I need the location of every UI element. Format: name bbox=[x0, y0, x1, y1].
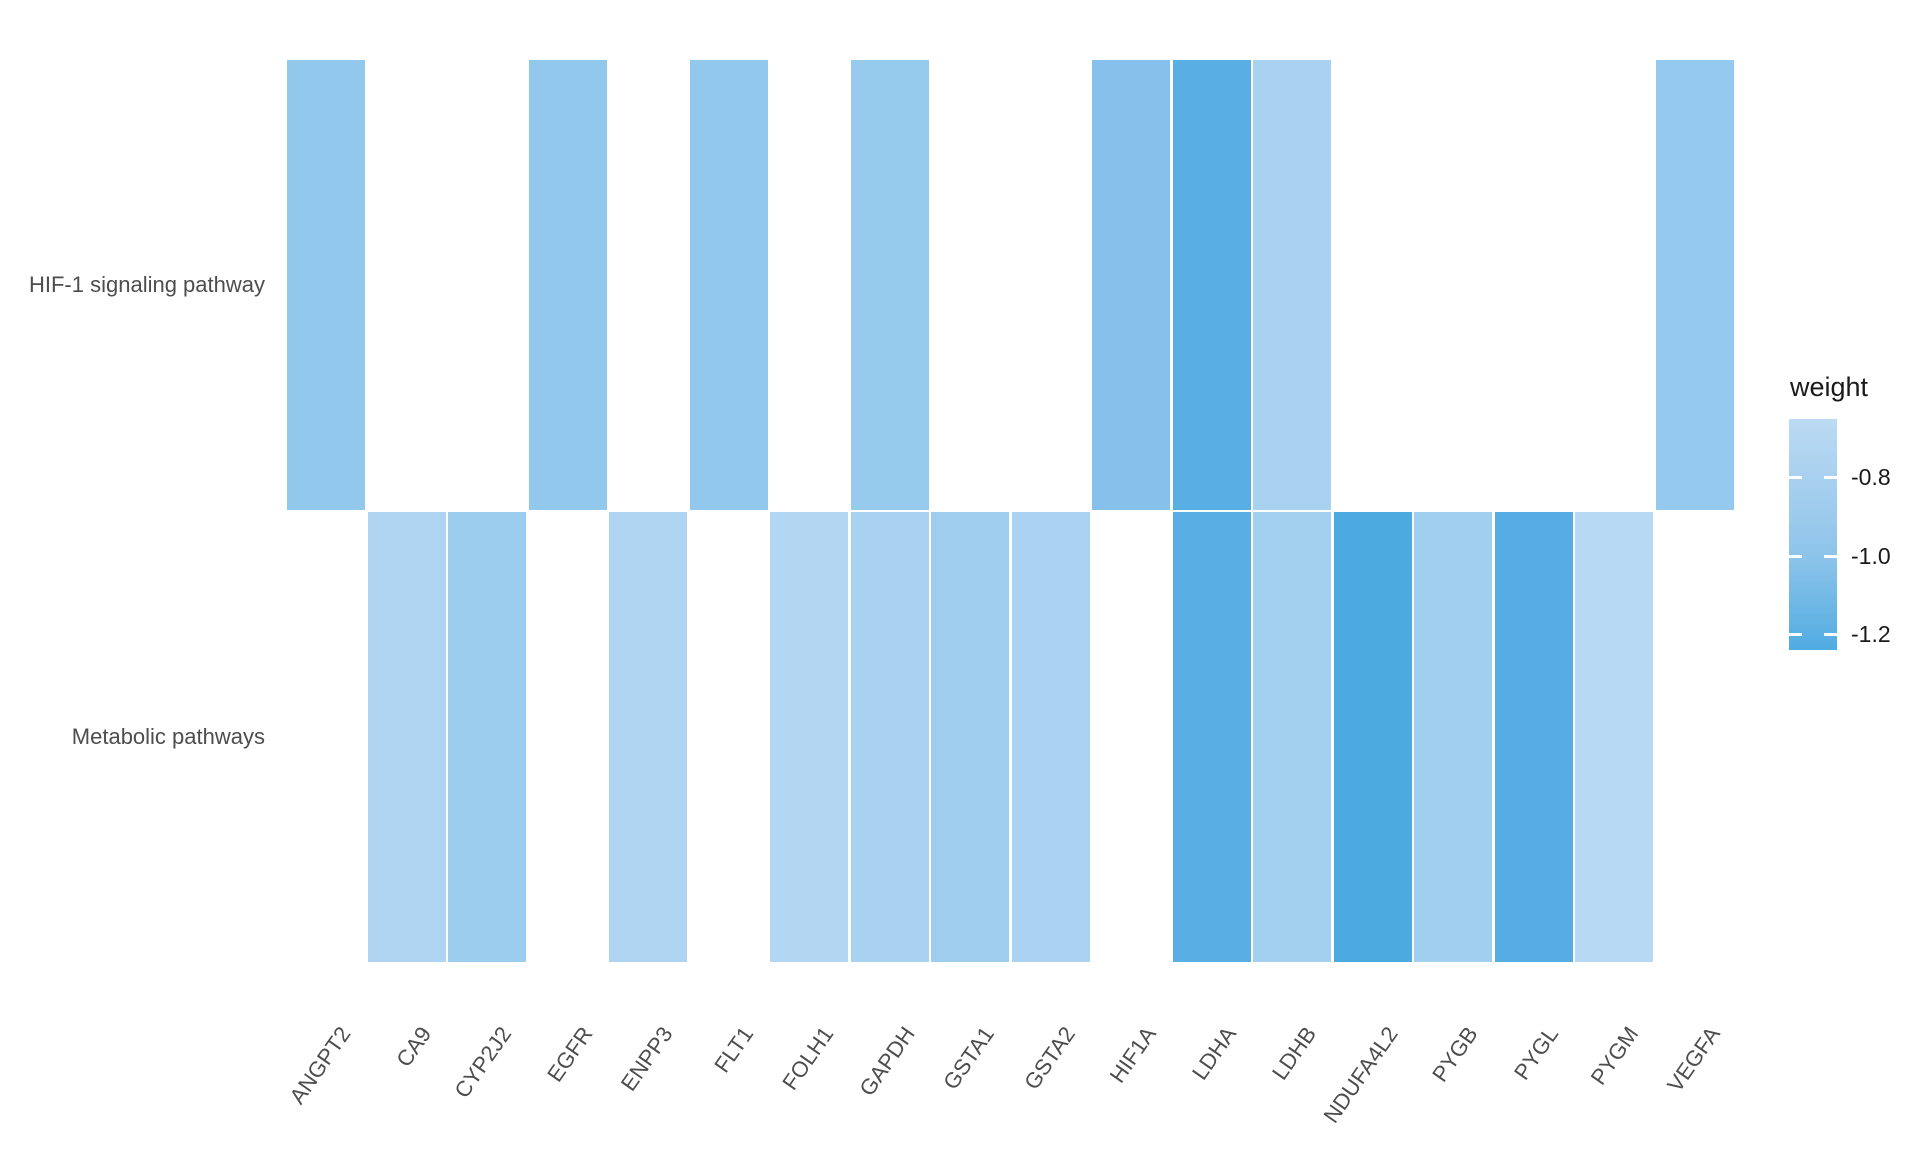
heatmap-cell-ldha-row0 bbox=[1173, 60, 1251, 510]
x-axis-label-ldhb: LDHB bbox=[1267, 1022, 1322, 1085]
legend-title: weight bbox=[1790, 372, 1869, 402]
heatmap-cell-egfr-row0 bbox=[529, 60, 607, 510]
legend-bar-tick-mark bbox=[1789, 476, 1802, 479]
x-axis-label-hif1a: HIF1A bbox=[1104, 1022, 1161, 1088]
legend-bar-tick-mark bbox=[1824, 633, 1837, 636]
x-axis-label-vegfa: VEGFA bbox=[1661, 1022, 1725, 1097]
x-axis-label-enpp3: ENPP3 bbox=[615, 1022, 678, 1096]
heatmap-cell-ndufa4l2-row1 bbox=[1334, 512, 1412, 962]
legend-bar-tick-mark bbox=[1789, 555, 1802, 558]
legend-tick-label--1.0: -1.0 bbox=[1851, 543, 1891, 569]
heatmap-cell-vegfa-row0 bbox=[1656, 60, 1734, 510]
x-axis-label-egfr: EGFR bbox=[541, 1022, 598, 1087]
x-axis-label-gsta1: GSTA1 bbox=[938, 1022, 1000, 1095]
x-axis-label-ca9: CA9 bbox=[391, 1022, 437, 1072]
x-axis-label-gsta2: GSTA2 bbox=[1019, 1022, 1081, 1095]
legend-bar-tick-mark bbox=[1824, 555, 1837, 558]
heatmap-cell-folh1-row1 bbox=[770, 512, 848, 962]
heatmap-cell-ca9-row1 bbox=[368, 512, 446, 962]
x-axis-label-ndufa4l2: NDUFA4L2 bbox=[1318, 1022, 1403, 1128]
x-axis-label-ldha: LDHA bbox=[1187, 1022, 1242, 1085]
x-axis-label-folh1: FOLH1 bbox=[777, 1022, 839, 1095]
heatmap-cell-gsta2-row1 bbox=[1012, 512, 1090, 962]
legend-bar-tick-mark bbox=[1824, 476, 1837, 479]
heatmap-cell-enpp3-row1 bbox=[609, 512, 687, 962]
heatmap-cell-ldha-row1 bbox=[1173, 512, 1251, 962]
x-axis-label-gapdh: GAPDH bbox=[854, 1022, 920, 1101]
x-axis-label-pygb: PYGB bbox=[1426, 1022, 1483, 1087]
heatmap-cell-pygm-row1 bbox=[1575, 512, 1653, 962]
heatmap-cell-hif1a-row0 bbox=[1092, 60, 1170, 510]
x-axis-label-angpt2: ANGPT2 bbox=[284, 1022, 356, 1109]
legend-tick-label--1.2: -1.2 bbox=[1851, 621, 1891, 647]
x-axis-label-flt1: FLT1 bbox=[709, 1022, 759, 1078]
heatmap-cell-pygl-row1 bbox=[1495, 512, 1573, 962]
x-axis-label-pygm: PYGM bbox=[1585, 1022, 1644, 1090]
x-axis-label-pygl: PYGL bbox=[1509, 1022, 1564, 1085]
heatmap-cell-gsta1-row1 bbox=[931, 512, 1009, 962]
heatmap-cell-pygb-row1 bbox=[1414, 512, 1492, 962]
y-axis-label-hif1-signaling-pathway: HIF-1 signaling pathway bbox=[28, 272, 265, 297]
y-axis-label-metabolic-pathways: Metabolic pathways bbox=[71, 724, 265, 749]
x-axis-label-cyp2j2: CYP2J2 bbox=[449, 1022, 517, 1103]
heatmap-cell-angpt2-row0 bbox=[287, 60, 365, 510]
heatmap-cell-ldhb-row0 bbox=[1253, 60, 1331, 510]
heatmap-cell-gapdh-row0 bbox=[851, 60, 929, 510]
legend-bar-tick-mark bbox=[1789, 633, 1802, 636]
heatmap-cell-flt1-row0 bbox=[690, 60, 768, 510]
heatmap-cell-ldhb-row1 bbox=[1253, 512, 1331, 962]
heatmap-cell-gapdh-row1 bbox=[851, 512, 929, 962]
heatmap-cell-cyp2j2-row1 bbox=[448, 512, 526, 962]
legend-tick-label--0.8: -0.8 bbox=[1851, 464, 1891, 490]
legend-gradient-bar bbox=[1789, 419, 1837, 650]
